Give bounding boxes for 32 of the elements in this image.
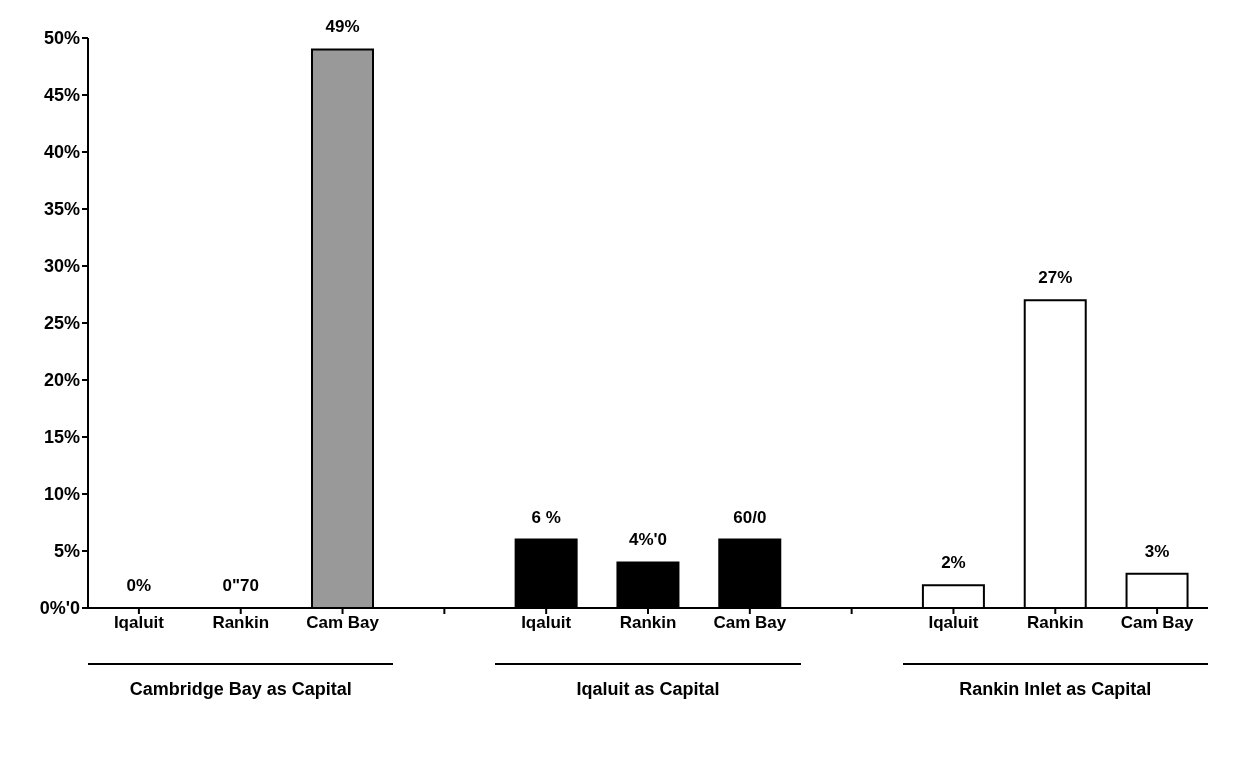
- y-tick-label: 15%: [43, 427, 80, 448]
- data-label: 2%: [940, 553, 967, 574]
- data-label: 27%: [1037, 268, 1074, 289]
- y-tick-label: 25%: [43, 313, 80, 334]
- y-tick-label: 35%: [43, 199, 80, 220]
- data-label: 60/0: [732, 507, 768, 528]
- y-tick-label: 30%: [43, 256, 80, 277]
- x-tick-label: Iqaluit: [521, 613, 572, 633]
- y-tick-label: 50%: [43, 28, 80, 49]
- data-label: 49%: [324, 17, 361, 38]
- data-label: 3%: [1143, 541, 1171, 562]
- x-tick-label: Rankin: [1026, 613, 1084, 633]
- text: Cambridge Bay as Capital: [88, 663, 394, 700]
- y-tick-label: 10%: [43, 484, 80, 505]
- y-tick-label: 5%: [53, 541, 80, 562]
- data-label: 4%'0: [627, 530, 668, 551]
- y-tick-label: 45%: [43, 85, 80, 106]
- x-tick-label: Cam Bay: [1120, 613, 1195, 633]
- data-label: 6 %: [530, 507, 562, 528]
- x-tick-label: Rankin: [619, 613, 677, 633]
- data-label: 0"70: [221, 576, 260, 596]
- x-tick-label: Cam Bay: [713, 613, 787, 633]
- y-tick-label: 20%: [43, 370, 80, 391]
- x-tick-label: Iqaluit: [113, 613, 165, 633]
- x-tick-label: Cam Bay: [306, 613, 380, 633]
- y-tick-label: 40%: [43, 142, 80, 163]
- x-tick-label: Rankin: [212, 613, 270, 633]
- x-tick-label: Iqaluit: [928, 613, 979, 633]
- text: Rankin Inlet as Capital: [902, 663, 1208, 700]
- data-label: 0%: [125, 576, 153, 596]
- text: Iqaluit as Capital: [495, 663, 801, 700]
- y-tick-label: 0%'0: [39, 598, 80, 619]
